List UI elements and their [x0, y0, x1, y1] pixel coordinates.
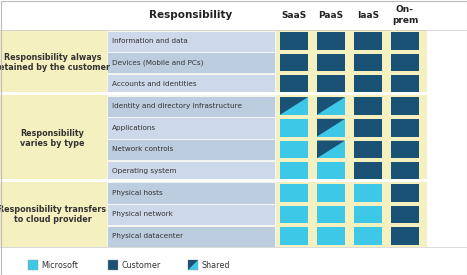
FancyBboxPatch shape	[354, 75, 382, 93]
FancyBboxPatch shape	[354, 97, 382, 115]
Text: Accounts and identities: Accounts and identities	[112, 81, 197, 87]
FancyBboxPatch shape	[188, 260, 198, 270]
FancyBboxPatch shape	[317, 75, 345, 93]
FancyBboxPatch shape	[317, 162, 345, 180]
Polygon shape	[317, 97, 345, 115]
Text: On-
prem: On- prem	[392, 5, 418, 25]
Text: Information and data: Information and data	[112, 38, 188, 44]
FancyBboxPatch shape	[354, 206, 382, 223]
FancyBboxPatch shape	[354, 54, 382, 72]
Text: Responsibility transfers
to cloud provider: Responsibility transfers to cloud provid…	[0, 205, 106, 224]
Text: IaaS: IaaS	[357, 10, 379, 20]
Text: Microsoft: Microsoft	[41, 260, 78, 270]
FancyBboxPatch shape	[391, 162, 419, 180]
FancyBboxPatch shape	[280, 97, 308, 115]
FancyBboxPatch shape	[354, 32, 382, 50]
Text: Operating system: Operating system	[112, 168, 177, 174]
FancyBboxPatch shape	[107, 226, 275, 247]
FancyBboxPatch shape	[391, 75, 419, 93]
Text: Responsibility always
retained by the customer: Responsibility always retained by the cu…	[0, 53, 110, 72]
FancyBboxPatch shape	[391, 206, 419, 223]
Text: Devices (Mobile and PCs): Devices (Mobile and PCs)	[112, 59, 203, 66]
FancyBboxPatch shape	[317, 184, 345, 202]
FancyBboxPatch shape	[317, 206, 345, 223]
Text: SaaS: SaaS	[282, 10, 307, 20]
Polygon shape	[280, 97, 308, 115]
Polygon shape	[317, 119, 345, 136]
Text: Customer: Customer	[121, 260, 160, 270]
FancyBboxPatch shape	[391, 141, 419, 158]
FancyBboxPatch shape	[280, 227, 308, 245]
FancyBboxPatch shape	[280, 206, 308, 223]
FancyBboxPatch shape	[280, 32, 308, 50]
FancyBboxPatch shape	[317, 97, 345, 115]
FancyBboxPatch shape	[107, 74, 275, 95]
Text: Responsibility: Responsibility	[149, 10, 233, 20]
FancyBboxPatch shape	[391, 184, 419, 202]
FancyBboxPatch shape	[0, 30, 427, 95]
FancyBboxPatch shape	[280, 162, 308, 180]
FancyBboxPatch shape	[280, 54, 308, 72]
FancyBboxPatch shape	[317, 119, 345, 136]
FancyBboxPatch shape	[391, 97, 419, 115]
FancyBboxPatch shape	[280, 75, 308, 93]
FancyBboxPatch shape	[107, 117, 275, 139]
FancyBboxPatch shape	[107, 204, 275, 225]
FancyBboxPatch shape	[354, 184, 382, 202]
FancyBboxPatch shape	[317, 141, 345, 158]
FancyBboxPatch shape	[107, 52, 275, 73]
FancyBboxPatch shape	[317, 227, 345, 245]
Text: Physical hosts: Physical hosts	[112, 190, 163, 196]
Text: Identity and directory infrastructure: Identity and directory infrastructure	[112, 103, 242, 109]
FancyBboxPatch shape	[107, 139, 275, 160]
Text: Shared: Shared	[201, 260, 229, 270]
FancyBboxPatch shape	[107, 96, 275, 117]
Polygon shape	[188, 260, 198, 270]
FancyBboxPatch shape	[280, 141, 308, 158]
FancyBboxPatch shape	[107, 31, 275, 52]
FancyBboxPatch shape	[28, 260, 38, 270]
FancyBboxPatch shape	[107, 161, 275, 182]
FancyBboxPatch shape	[0, 92, 467, 95]
Text: Physical network: Physical network	[112, 211, 173, 218]
FancyBboxPatch shape	[391, 227, 419, 245]
FancyBboxPatch shape	[317, 32, 345, 50]
FancyBboxPatch shape	[317, 54, 345, 72]
FancyBboxPatch shape	[108, 260, 118, 270]
Text: Responsibility
varies by type: Responsibility varies by type	[20, 129, 85, 148]
FancyBboxPatch shape	[107, 182, 275, 204]
FancyBboxPatch shape	[280, 184, 308, 202]
FancyBboxPatch shape	[354, 227, 382, 245]
Polygon shape	[317, 141, 345, 158]
Text: Physical datacenter: Physical datacenter	[112, 233, 183, 239]
FancyBboxPatch shape	[280, 119, 308, 136]
FancyBboxPatch shape	[354, 119, 382, 136]
FancyBboxPatch shape	[0, 179, 467, 182]
FancyBboxPatch shape	[0, 95, 427, 182]
FancyBboxPatch shape	[391, 119, 419, 136]
FancyBboxPatch shape	[391, 54, 419, 72]
FancyBboxPatch shape	[0, 182, 427, 247]
FancyBboxPatch shape	[354, 141, 382, 158]
Text: Applications: Applications	[112, 125, 156, 131]
FancyBboxPatch shape	[391, 32, 419, 50]
FancyBboxPatch shape	[354, 162, 382, 180]
Text: Network controls: Network controls	[112, 146, 173, 152]
Text: PaaS: PaaS	[318, 10, 344, 20]
